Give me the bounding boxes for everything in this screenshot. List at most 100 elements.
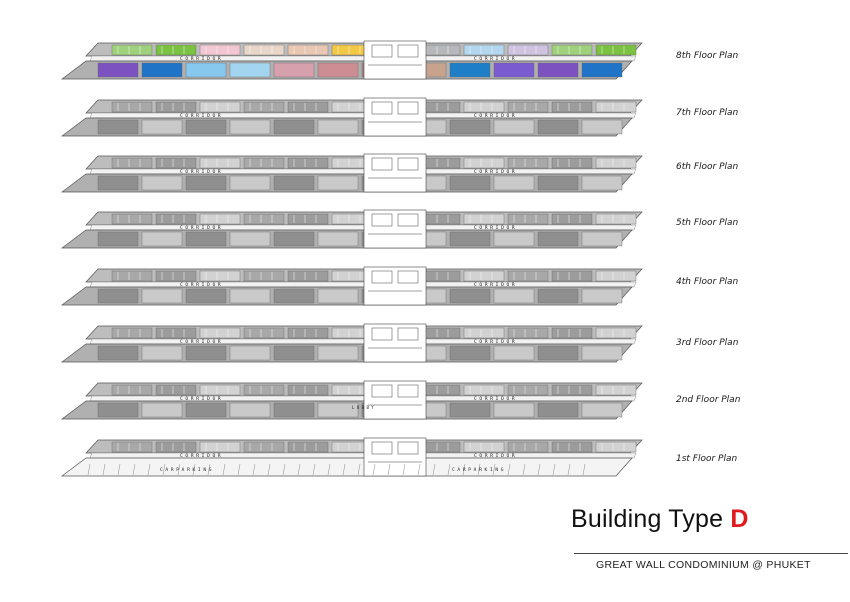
unit-block <box>199 157 241 169</box>
unit-block <box>243 270 285 282</box>
unit-block <box>199 213 241 225</box>
corridor-label: C O R R I D O R <box>180 169 221 175</box>
unit-block <box>243 101 285 113</box>
core-stair-lift <box>363 40 427 80</box>
unit-block <box>317 288 359 304</box>
unit-block <box>493 119 535 135</box>
unit-block <box>243 327 285 339</box>
unit-block <box>111 157 153 169</box>
unit-block <box>97 175 139 191</box>
unit-block <box>97 345 139 361</box>
unit-block <box>155 384 197 396</box>
unit-block <box>317 231 359 247</box>
lobby-label: L O B B Y <box>352 405 374 410</box>
unit-block <box>449 62 491 78</box>
unit-block <box>581 231 623 247</box>
unit-block <box>595 327 637 339</box>
unit-block <box>111 213 153 225</box>
unit-block <box>141 231 183 247</box>
corridor-label: C O R R I D O R <box>180 396 221 402</box>
unit-block <box>317 119 359 135</box>
unit-block <box>243 44 285 56</box>
unit-block <box>507 101 549 113</box>
parking-label: C A R P A R K I N G <box>160 467 212 473</box>
unit-block <box>287 101 329 113</box>
unit-block <box>581 345 623 361</box>
unit-block <box>551 441 593 453</box>
unit-block <box>229 119 271 135</box>
unit-block <box>273 175 315 191</box>
unit-block <box>287 384 329 396</box>
unit-block <box>449 402 491 418</box>
unit-block <box>463 441 505 453</box>
unit-block <box>493 175 535 191</box>
unit-block <box>493 345 535 361</box>
floor-label-3: 3rd Floor Plan <box>676 338 739 348</box>
unit-block <box>273 402 315 418</box>
floor-label-6: 6th Floor Plan <box>676 162 739 172</box>
unit-block <box>537 231 579 247</box>
unit-block <box>243 213 285 225</box>
floor-plan-2: C O R R I D O R C O R R I D O R L O B B Y <box>60 380 643 420</box>
unit-block <box>581 119 623 135</box>
unit-block <box>493 231 535 247</box>
core-stair-lift <box>363 153 427 193</box>
unit-block <box>317 175 359 191</box>
unit-block <box>229 288 271 304</box>
unit-block <box>111 44 153 56</box>
unit-block <box>185 119 227 135</box>
unit-block <box>507 157 549 169</box>
unit-block <box>229 62 271 78</box>
unit-block <box>199 384 241 396</box>
unit-block <box>551 44 593 56</box>
unit-block <box>199 101 241 113</box>
unit-block <box>317 62 359 78</box>
unit-block <box>595 213 637 225</box>
unit-block <box>155 270 197 282</box>
corridor-label: C O R R I D O R <box>180 339 221 345</box>
unit-block <box>581 62 623 78</box>
unit-block <box>229 402 271 418</box>
unit-block <box>449 175 491 191</box>
unit-block <box>507 327 549 339</box>
unit-block <box>463 213 505 225</box>
parking-label: C A R P A R K I N G <box>452 467 504 473</box>
unit-block <box>537 402 579 418</box>
unit-block <box>463 270 505 282</box>
unit-block <box>273 345 315 361</box>
unit-block <box>595 101 637 113</box>
building-type-text: Building Type <box>571 505 731 533</box>
unit-block <box>551 384 593 396</box>
floor-label-5: 5th Floor Plan <box>676 218 739 228</box>
unit-block <box>551 101 593 113</box>
floor-plan-1: C O R R I D O R C O R R I D O R C A R P A … <box>60 437 643 477</box>
unit-block <box>449 119 491 135</box>
unit-block <box>155 101 197 113</box>
unit-block <box>551 327 593 339</box>
unit-block <box>199 441 241 453</box>
unit-block <box>97 288 139 304</box>
corridor-label: C O R R I D O R <box>180 56 221 62</box>
corridor-label: C O R R I D O R <box>474 113 515 119</box>
unit-block <box>141 62 183 78</box>
corridor-label: C O R R I D O R <box>474 339 515 345</box>
project-subtitle: GREAT WALL CONDOMINIUM @ PHUKET <box>596 559 811 571</box>
unit-block <box>185 175 227 191</box>
corridor-label: C O R R I D O R <box>474 282 515 288</box>
unit-block <box>581 402 623 418</box>
unit-block <box>463 44 505 56</box>
unit-block <box>507 213 549 225</box>
unit-block <box>273 62 315 78</box>
unit-block <box>111 384 153 396</box>
unit-block <box>507 441 549 453</box>
corridor-label: C O R R I D O R <box>474 225 515 231</box>
unit-block <box>551 157 593 169</box>
unit-block <box>111 327 153 339</box>
unit-block <box>97 231 139 247</box>
